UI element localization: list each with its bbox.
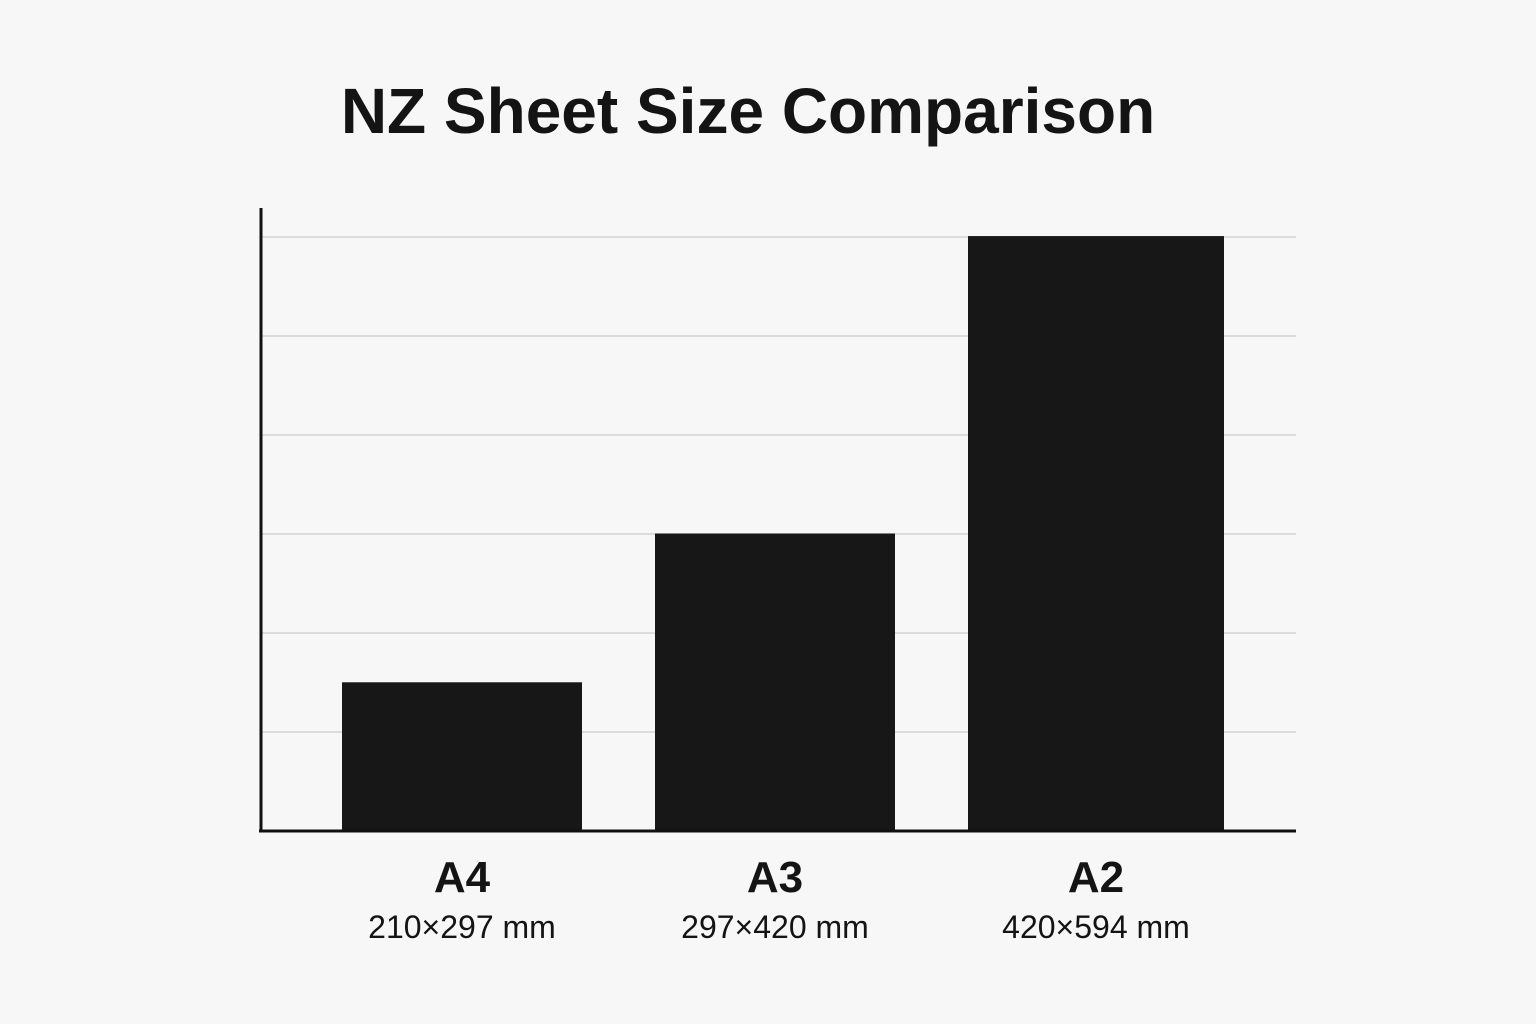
chart-title: NZ Sheet Size Comparison — [341, 75, 1155, 147]
bars — [342, 236, 1224, 831]
bar-a4 — [342, 682, 582, 831]
category-labels: A4 210×297 mm A3 297×420 mm A2 420×594 mm — [368, 853, 1190, 945]
dimension-label-a2: 420×594 mm — [1002, 909, 1190, 945]
dimension-label-a4: 210×297 mm — [368, 909, 556, 945]
category-label-a3: A3 — [747, 853, 803, 902]
category-label-a4: A4 — [434, 853, 491, 902]
dimension-label-a3: 297×420 mm — [681, 909, 869, 945]
category-label-a2: A2 — [1068, 853, 1124, 902]
bar-a2 — [968, 236, 1224, 831]
bar-a3 — [655, 533, 895, 831]
